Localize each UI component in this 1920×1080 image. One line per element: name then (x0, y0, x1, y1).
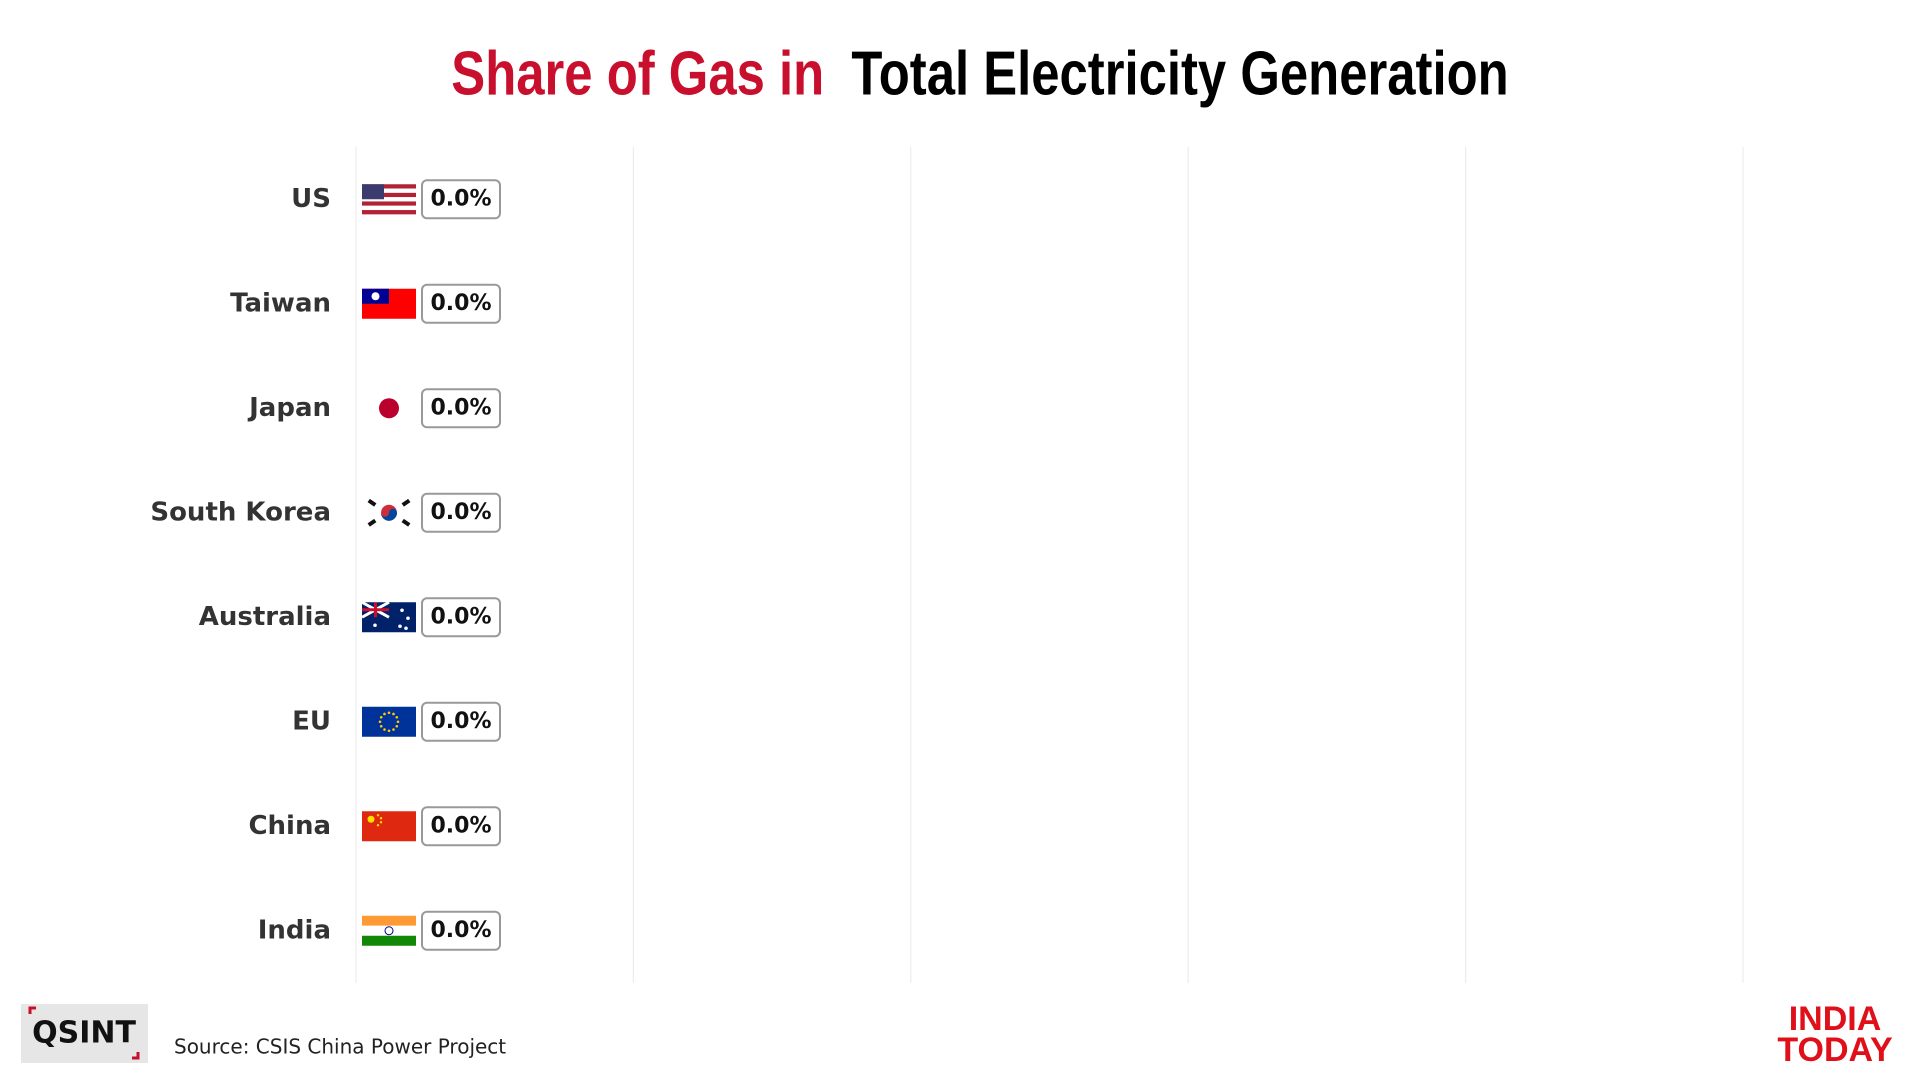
flag-part (362, 706, 416, 737)
footer: QSINT Source: CSIS China Power Project I… (21, 1000, 1893, 1069)
flag-part (387, 711, 391, 715)
flag-part (379, 398, 399, 419)
flag-part (379, 724, 383, 728)
y-tick-label: China (248, 811, 331, 841)
flag-part (396, 720, 400, 724)
flag-part (404, 626, 408, 631)
value-label-box (421, 283, 501, 324)
flag-part (406, 616, 410, 621)
source: Source: CSIS China Power Project (174, 1035, 506, 1059)
y-tick-label: India (258, 915, 331, 945)
value-label-box (421, 910, 501, 951)
flag-part (376, 824, 380, 827)
logo-right-line1: INDIA (1789, 1000, 1882, 1038)
value-label: 0.0% (430, 813, 491, 838)
y-tick-label: Australia (199, 602, 331, 632)
flag (367, 498, 411, 527)
flag-part (383, 728, 386, 731)
flag-part (398, 624, 402, 629)
value-label: 0.0% (430, 604, 491, 629)
flag-part (383, 712, 386, 716)
logo-left: QSINT (32, 1016, 136, 1051)
flag (362, 811, 416, 842)
flag-part (379, 817, 383, 820)
value-label: 0.0% (430, 395, 491, 420)
flag-part (367, 815, 375, 823)
flag-part (376, 814, 380, 817)
flag (379, 398, 399, 419)
chart-title: Share of Gas in Total Electricity Genera… (451, 40, 1508, 109)
value-label: 0.0% (430, 291, 491, 316)
flag-part (362, 602, 389, 618)
flag-part (362, 925, 416, 936)
value-label: 0.0% (430, 709, 491, 734)
flag-part (401, 498, 411, 507)
flag-part (400, 608, 404, 613)
flag-part (395, 715, 399, 719)
flag-part (362, 205, 416, 211)
flag-part (367, 518, 377, 527)
y-tick-label: EU (292, 706, 331, 736)
flag-part (362, 811, 416, 842)
flag (362, 184, 416, 215)
flag-part (387, 729, 391, 733)
value-label-box (421, 388, 501, 429)
y-tick-label: Taiwan (230, 288, 331, 318)
flag-part (362, 935, 416, 946)
flag-part (379, 821, 383, 824)
y-tick-label: Japan (247, 393, 331, 423)
flag-part (392, 728, 395, 731)
y-tick-label: US (291, 184, 331, 214)
value-label-box (421, 806, 501, 847)
flag-part (401, 518, 411, 527)
flag-part (362, 197, 416, 202)
logo-right-line2: TODAY (1777, 1031, 1893, 1069)
flag-part (378, 720, 382, 724)
flag-part (362, 201, 416, 206)
flag-part (371, 292, 380, 301)
flag (362, 288, 416, 319)
flag-part (379, 715, 383, 719)
flag-part (362, 188, 416, 193)
flag-part (362, 184, 416, 189)
value-label: 0.0% (430, 918, 491, 943)
flag (362, 915, 416, 946)
flag-part (395, 724, 399, 728)
flag-part (367, 498, 377, 507)
logo-left-box (21, 1004, 148, 1063)
y-tick-label: South Korea (150, 497, 331, 527)
value-label-box (421, 701, 501, 742)
flag (362, 706, 416, 737)
flag (361, 600, 416, 633)
title-highlight: Share of Gas in (451, 40, 824, 109)
flag-part (381, 508, 397, 521)
logo-corners (28, 1006, 140, 1060)
flag-part (392, 712, 395, 716)
value-label-box (421, 179, 501, 220)
flag-part (362, 192, 416, 198)
plot-area: US 0.0% Taiwan 0.0% Japan 0.0% South Korea 0.0%… (150, 147, 1744, 983)
flag-part (362, 915, 416, 926)
value-label-box (421, 597, 501, 638)
flag-part (362, 210, 416, 215)
flag-part (384, 926, 394, 936)
value-label-box (421, 492, 501, 533)
title-main: Total Electricity Generation (851, 40, 1508, 109)
value-label: 0.0% (430, 186, 491, 211)
flag-part (373, 623, 377, 628)
value-label: 0.0% (430, 500, 491, 525)
flag-part (362, 184, 384, 200)
